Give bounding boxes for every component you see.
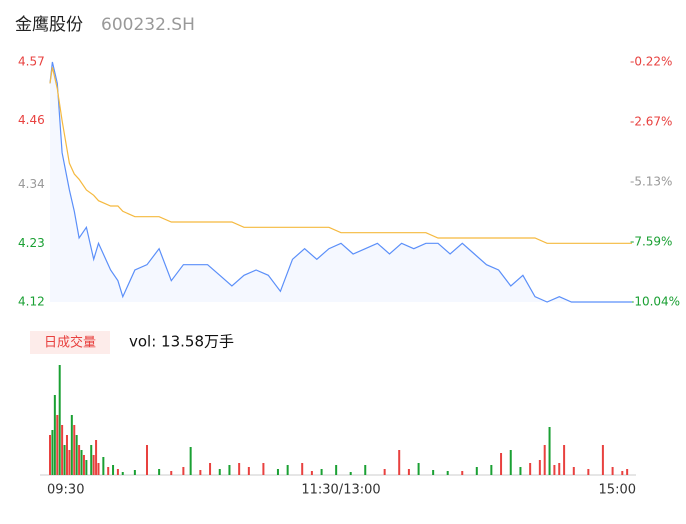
volume-bar [61, 425, 64, 475]
volume-bar [543, 445, 546, 475]
volume-bar [68, 450, 71, 475]
volume-bar [563, 445, 566, 475]
volume-bar [121, 472, 124, 475]
y2-tick-label: -2.67% [630, 114, 672, 128]
volume-bar [626, 469, 629, 475]
y2-tick-label: -10.04% [630, 295, 680, 309]
volume-bar [509, 450, 512, 475]
volume-bar [262, 463, 265, 475]
volume-bar [432, 470, 435, 475]
volume-bar [63, 445, 66, 475]
y-tick-label: 4.57 [18, 55, 45, 69]
volume-bar [286, 465, 289, 475]
volume-bar [82, 455, 85, 475]
volume-bar [97, 463, 100, 475]
volume-bar [335, 465, 338, 475]
volume-bar [107, 467, 110, 475]
x-tick-label: 15:00 [599, 483, 636, 498]
volume-total: vol: 13.58万手 [129, 333, 234, 351]
volume-bar [70, 415, 73, 475]
volume-bar [364, 465, 367, 475]
volume-bar [90, 445, 93, 475]
volume-bar [446, 471, 449, 475]
volume-bar [78, 445, 81, 475]
volume-bar [407, 469, 410, 475]
y-tick-label: 4.23 [18, 236, 45, 250]
volume-label: 日成交量 [44, 335, 96, 351]
volume-bar [587, 469, 590, 475]
volume-bar [199, 470, 202, 475]
volume-bar [182, 467, 185, 475]
volume-bar [133, 470, 136, 475]
label-bg [30, 331, 110, 354]
volume-bar [558, 463, 561, 475]
volume-bar [75, 435, 78, 475]
volume-bar [228, 465, 231, 475]
volume-bar [490, 465, 493, 475]
volume-bar [73, 425, 76, 475]
volume-bar [461, 471, 464, 475]
stock-code: 600232.SH [101, 15, 195, 35]
volume-bar [276, 469, 279, 475]
volume-bar [500, 453, 503, 475]
y2-tick-label: -0.22% [630, 55, 672, 69]
price-area [50, 62, 632, 302]
volume-bar [58, 365, 61, 475]
volume-bar [85, 460, 88, 475]
volume-bar [621, 471, 624, 475]
volume-bar [538, 460, 541, 475]
volume-bar [49, 435, 51, 475]
series-line [49, 61, 632, 303]
volume-bar [301, 463, 304, 475]
volume-bar [601, 445, 604, 475]
volume-bar [320, 469, 323, 475]
volume-bar [475, 467, 478, 475]
y2-tick-label: -7.59% [630, 235, 672, 249]
stock-name: 金鹰股份 [15, 15, 83, 35]
volume-bar [247, 467, 250, 475]
volume-bar [146, 445, 148, 475]
volume-bar [65, 435, 68, 475]
x-tick-label: 11:30/13:00 [301, 483, 380, 498]
y-tick-label: 4.46 [18, 113, 45, 127]
y-tick-label: 4.34 [18, 177, 45, 191]
volume-bar [51, 430, 54, 475]
volume-bar [158, 469, 161, 475]
volume-bar [529, 463, 532, 475]
volume-bar [519, 467, 522, 475]
volume-bar [238, 463, 241, 475]
volume-bar [349, 472, 352, 475]
y2-tick-label: -5.13% [630, 175, 672, 189]
volume-bar [572, 467, 575, 475]
volume-bar [218, 469, 221, 475]
volume-bar [611, 467, 614, 475]
volume-bar [383, 469, 386, 475]
volume-bar [92, 455, 95, 475]
volume-bar [112, 465, 115, 475]
volume-bar [209, 463, 212, 475]
y-tick-label: 4.12 [18, 295, 45, 309]
volume-bar [417, 463, 420, 475]
volume-bar [95, 440, 98, 475]
volume-bar [53, 395, 56, 475]
x-tick-label: 09:30 [47, 483, 84, 498]
volume-bar [116, 469, 119, 475]
series-line [49, 67, 632, 244]
volume-bar [56, 415, 59, 475]
volume-bar [553, 465, 556, 475]
volume-bar [310, 471, 313, 475]
volume-bar [189, 447, 192, 475]
volume-bar [102, 457, 105, 475]
volume-bar [548, 427, 551, 475]
volume-bar [170, 471, 173, 475]
volume-bar [80, 450, 83, 475]
volume-bar [398, 450, 401, 475]
